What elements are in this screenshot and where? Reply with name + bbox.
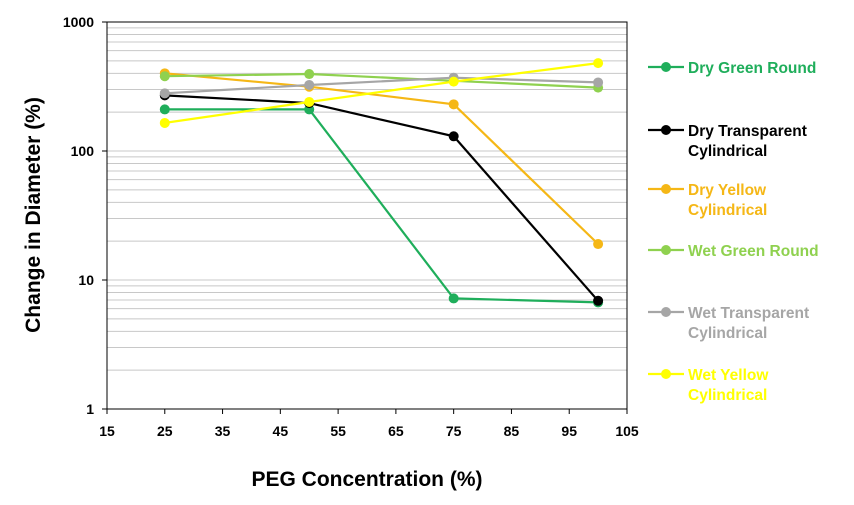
x-tick-label: 35	[215, 423, 231, 439]
x-axis-ticks: 15 25 35 45 55 65 75 85 95 105	[99, 409, 639, 439]
y-tick-label: 10	[78, 272, 94, 288]
x-tick-label: 75	[446, 423, 462, 439]
plot-area	[106, 21, 628, 410]
x-tick-label: 65	[388, 423, 404, 439]
legend-item: Dry Transparent Cylindrical	[648, 123, 807, 160]
data-point	[448, 76, 459, 87]
x-tick-label: 25	[157, 423, 173, 439]
legend-label-line: Wet Green Round	[688, 243, 819, 260]
legend-label: Wet Green Round	[688, 243, 819, 260]
legend-label-line: Cylindrical	[688, 202, 767, 219]
data-point	[159, 71, 170, 82]
legend-marker	[661, 245, 671, 255]
series-2	[159, 90, 604, 306]
data-point	[593, 295, 604, 306]
legend-item: Wet Transparent Cylindrical	[648, 305, 809, 342]
legend-label: Dry Yellow Cylindrical	[688, 182, 767, 219]
data-point	[159, 117, 170, 128]
series-line	[164, 62, 599, 124]
data-point	[159, 104, 170, 115]
series-line	[164, 76, 599, 95]
data-point	[448, 131, 459, 142]
x-axis-title: PEG Concentration (%)	[251, 468, 482, 491]
legend-marker	[661, 125, 671, 135]
series-line	[164, 94, 599, 302]
x-tick-label: 85	[504, 423, 520, 439]
legend-label-line: Dry Green Round	[688, 60, 816, 77]
legend-marker	[661, 62, 671, 72]
data-point	[593, 58, 604, 69]
legend-label-line: Wet Transparent	[688, 305, 809, 322]
legend-label-line: Dry Transparent	[688, 123, 807, 140]
series-line	[164, 108, 599, 304]
legend-marker	[661, 184, 671, 194]
series-6	[159, 58, 604, 128]
x-tick-label: 105	[615, 423, 639, 439]
x-tick-label: 15	[99, 423, 115, 439]
legend-marker	[661, 307, 671, 317]
legend-item: Dry Green Round	[648, 60, 816, 77]
data-point	[304, 79, 315, 90]
series-line	[164, 72, 599, 245]
y-tick-label: 100	[71, 143, 95, 159]
series-3	[159, 68, 604, 250]
data-point	[448, 293, 459, 304]
legend-label-line: Wet Yellow	[688, 367, 769, 384]
data-point	[448, 99, 459, 110]
legend-label: Wet Transparent Cylindrical	[688, 305, 809, 342]
y-axis-ticks: 1 10 100 1000	[63, 14, 107, 417]
data-point	[593, 239, 604, 250]
y-axis-title: Change in Diameter (%)	[22, 97, 45, 333]
y-tick-label: 1	[86, 401, 94, 417]
legend-label-line: Cylindrical	[688, 143, 767, 160]
series-layer	[159, 58, 604, 308]
x-tick-label: 45	[273, 423, 289, 439]
data-point	[593, 77, 604, 88]
legend: Dry Green Round Dry Transparent Cylindrica…	[648, 60, 819, 404]
legend-label: Dry Transparent Cylindrical	[688, 123, 807, 160]
legend-item: Wet Yellow Cylindrical	[648, 367, 769, 404]
legend-label-line: Cylindrical	[688, 387, 767, 404]
series-1	[159, 104, 604, 308]
series-line	[164, 72, 599, 89]
legend-label-line: Dry Yellow	[688, 182, 767, 199]
data-point	[304, 69, 315, 80]
legend-label: Dry Green Round	[688, 60, 816, 77]
x-tick-label: 55	[330, 423, 346, 439]
legend-item: Dry Yellow Cylindrical	[648, 182, 767, 219]
legend-label: Wet Yellow Cylindrical	[688, 367, 769, 404]
y-tick-label: 1000	[63, 14, 94, 30]
legend-label-line: Cylindrical	[688, 325, 767, 342]
data-point	[159, 88, 170, 99]
gridlines	[107, 27, 627, 371]
x-tick-label: 95	[561, 423, 577, 439]
data-point	[304, 96, 315, 107]
legend-marker	[661, 369, 671, 379]
legend-item: Wet Green Round	[648, 243, 819, 260]
